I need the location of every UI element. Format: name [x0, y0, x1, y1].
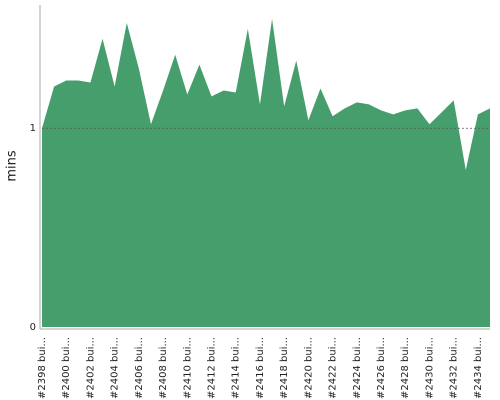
x-tick-label: #2428 bui... — [400, 337, 411, 399]
x-tick-label: #2426 bui... — [376, 337, 387, 399]
x-tick-label: #2410 bui... — [182, 337, 193, 399]
x-tick-label: #2418 bui... — [279, 337, 290, 399]
x-tick-label: #2404 bui... — [110, 337, 121, 399]
x-tick-label: #2406 bui... — [134, 337, 145, 399]
y-tick-label: 1 — [30, 123, 36, 134]
x-tick-label: #2432 bui... — [449, 337, 460, 399]
x-tick-label: #2420 bui... — [303, 337, 314, 399]
x-tick-label: #2416 bui... — [255, 337, 266, 399]
x-tick-label: #2398 bui... — [37, 337, 48, 399]
x-tick-label: #2424 bui... — [352, 337, 363, 399]
x-tick-label: #2412 bui... — [207, 337, 218, 399]
x-tick-label: #2400 bui... — [61, 337, 72, 399]
x-tick-label: #2430 bui... — [424, 337, 435, 399]
y-axis-label: mins — [5, 150, 20, 182]
x-tick-label: #2402 bui... — [85, 337, 96, 399]
x-tick-label: #2434 bui... — [473, 337, 484, 399]
x-tick-label: #2414 bui... — [231, 337, 242, 399]
y-tick-label: 0 — [30, 322, 36, 333]
x-tick-label: #2408 bui... — [158, 337, 169, 399]
area — [42, 18, 490, 328]
x-tick-label: #2422 bui... — [328, 337, 339, 399]
